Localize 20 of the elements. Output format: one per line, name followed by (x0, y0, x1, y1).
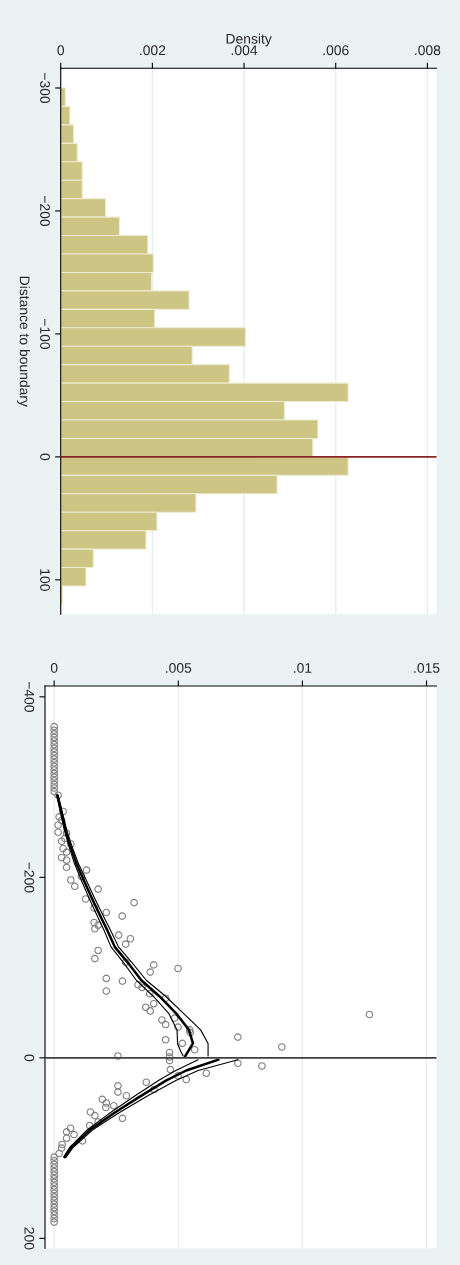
y-tick-label: −400 (24, 681, 35, 712)
y-tick-label: −200 (40, 196, 50, 227)
y-axis-title: Distance to boundary (16, 276, 30, 407)
x-axis-title: Density (226, 33, 272, 47)
y-tick-label: −100 (40, 318, 50, 350)
y-tick-label: −300 (40, 73, 50, 104)
y-tick-label: −200 (24, 862, 35, 893)
x-tick-label: .004 (231, 45, 258, 56)
x-tick-label: .005 (166, 663, 192, 673)
x-tick-label: .01 (294, 663, 312, 673)
x-tick-label: .006 (323, 45, 349, 56)
y-tick-label: 100 (40, 569, 50, 591)
y-tick-label: 0 (24, 1054, 35, 1062)
x-tick-label: 0 (57, 45, 65, 56)
x-tick-label: .008 (415, 45, 441, 56)
y-tick-label: 200 (24, 1227, 35, 1250)
y-tick-label: 0 (40, 453, 50, 461)
x-tick-label: 0 (50, 663, 58, 673)
x-tick-label: .015 (414, 663, 440, 673)
x-tick-label: .002 (140, 45, 166, 56)
